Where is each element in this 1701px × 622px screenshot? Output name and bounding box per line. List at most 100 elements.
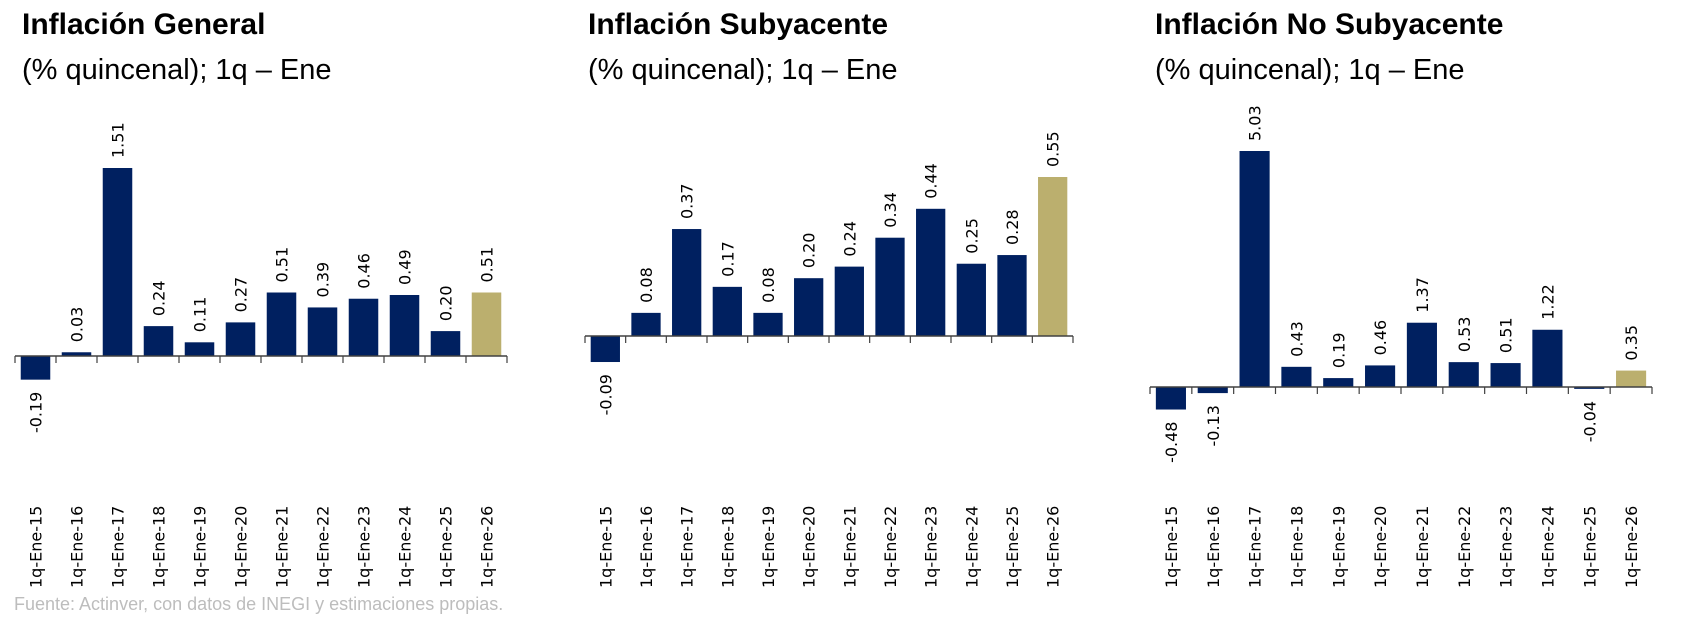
data-label: 0.03 xyxy=(68,307,87,343)
data-label: 0.51 xyxy=(273,247,292,283)
data-label: -0.19 xyxy=(27,392,46,433)
x-tick-label: 1q-Ene-21 xyxy=(840,506,859,588)
bar xyxy=(20,356,51,380)
data-label: -0.13 xyxy=(1204,405,1223,446)
bar xyxy=(61,352,92,356)
data-label: 0.25 xyxy=(962,218,981,254)
data-label: 0.24 xyxy=(150,280,169,316)
bar xyxy=(1532,329,1563,387)
bar xyxy=(430,331,461,356)
source-footnote: Fuente: Actinver, con datos de INEGI y e… xyxy=(14,594,504,614)
x-tick-label: 1q-Ene-21 xyxy=(273,506,292,588)
data-label: 0.51 xyxy=(478,247,497,283)
data-label: 0.11 xyxy=(191,297,210,333)
bar xyxy=(348,298,379,356)
bar xyxy=(1365,365,1396,387)
data-label: 0.37 xyxy=(678,183,697,219)
x-tick-label: 1q-Ene-16 xyxy=(637,506,656,588)
bar xyxy=(307,307,338,356)
bar xyxy=(997,255,1027,336)
data-label: 0.20 xyxy=(800,233,819,269)
bar xyxy=(875,237,905,336)
x-tick-label: 1q-Ene-20 xyxy=(232,506,251,588)
x-tick-label: 1q-Ene-15 xyxy=(596,506,615,588)
bar xyxy=(184,342,215,356)
bar xyxy=(956,263,986,336)
data-label: 0.08 xyxy=(759,267,778,303)
bar xyxy=(916,208,946,336)
data-label: 1.37 xyxy=(1413,277,1432,313)
x-tick-label: 1q-Ene-18 xyxy=(150,506,169,588)
x-tick-label: 1q-Ene-17 xyxy=(109,506,128,588)
bar xyxy=(1490,363,1521,387)
data-label: -0.48 xyxy=(1162,422,1181,463)
x-tick-label: 1q-Ene-19 xyxy=(1329,506,1348,588)
bar xyxy=(1448,362,1479,387)
bar xyxy=(753,312,783,336)
bar xyxy=(834,266,864,336)
x-tick-label: 1q-Ene-26 xyxy=(478,506,497,588)
bar xyxy=(1239,151,1270,387)
x-tick-label: 1q-Ene-15 xyxy=(27,506,46,588)
bar xyxy=(1281,366,1312,387)
x-tick-label: 1q-Ene-24 xyxy=(1538,506,1557,588)
data-label: 0.08 xyxy=(637,267,656,303)
x-tick-label: 1q-Ene-24 xyxy=(396,506,415,588)
data-label: 0.19 xyxy=(1329,332,1348,368)
bar xyxy=(672,229,702,336)
x-tick-label: 1q-Ene-23 xyxy=(1497,506,1516,588)
x-tick-label: 1q-Ene-17 xyxy=(678,506,697,588)
bar xyxy=(631,312,661,336)
x-tick-label: 1q-Ene-18 xyxy=(1287,506,1306,588)
bar xyxy=(389,294,420,356)
data-label: 0.17 xyxy=(718,241,737,277)
bar xyxy=(1323,378,1354,387)
x-tick-label: 1q-Ene-17 xyxy=(1246,506,1265,588)
bar xyxy=(143,326,174,356)
data-label: 0.24 xyxy=(840,221,859,257)
x-tick-label: 1q-Ene-25 xyxy=(437,506,456,588)
data-label: 1.51 xyxy=(109,122,128,158)
bar xyxy=(794,278,824,336)
x-tick-label: 1q-Ene-26 xyxy=(1044,506,1063,588)
x-tick-label: 1q-Ene-20 xyxy=(1371,506,1390,588)
data-label: 0.27 xyxy=(232,277,251,313)
data-label: 0.39 xyxy=(314,262,333,298)
x-tick-label: 1q-Ene-18 xyxy=(718,506,737,588)
data-label: 0.43 xyxy=(1287,321,1306,357)
x-tick-label: 1q-Ene-16 xyxy=(68,506,87,588)
bar xyxy=(1406,322,1437,387)
chart-subtitle-general: (% quincenal); 1q – Ene xyxy=(22,54,332,86)
bar xyxy=(225,322,256,356)
data-label: 1.22 xyxy=(1538,284,1557,320)
chart-title-no-subyacente: Inflación No Subyacente xyxy=(1155,8,1504,41)
chart-title-general: Inflación General xyxy=(22,8,266,41)
data-label: 0.35 xyxy=(1622,325,1641,361)
data-label: 0.51 xyxy=(1497,317,1516,353)
x-tick-label: 1q-Ene-25 xyxy=(1003,506,1022,588)
x-tick-label: 1q-Ene-23 xyxy=(922,506,941,588)
x-tick-label: 1q-Ene-23 xyxy=(355,506,374,588)
data-label: 0.53 xyxy=(1455,317,1474,353)
chart-subtitle-no-subyacente: (% quincenal); 1q – Ene xyxy=(1155,54,1465,86)
bar xyxy=(102,168,133,356)
bar xyxy=(1616,370,1647,387)
data-label: 0.46 xyxy=(355,253,374,289)
data-label: 0.46 xyxy=(1371,320,1390,356)
bar xyxy=(712,286,742,336)
x-tick-label: 1q-Ene-22 xyxy=(314,506,333,588)
x-tick-label: 1q-Ene-25 xyxy=(1580,506,1599,588)
bar xyxy=(1574,387,1605,389)
data-label: 0.55 xyxy=(1044,131,1063,167)
data-label: 0.20 xyxy=(437,285,456,321)
x-tick-label: 1q-Ene-15 xyxy=(1162,506,1181,588)
x-tick-label: 1q-Ene-26 xyxy=(1622,506,1641,588)
x-tick-label: 1q-Ene-16 xyxy=(1204,506,1223,588)
bar xyxy=(1155,387,1186,410)
data-label: 0.34 xyxy=(881,192,900,228)
chart-title-subyacente: Inflación Subyacente xyxy=(588,8,889,41)
x-tick-label: 1q-Ene-20 xyxy=(800,506,819,588)
x-tick-label: 1q-Ene-19 xyxy=(759,506,778,588)
bar xyxy=(1197,387,1228,394)
